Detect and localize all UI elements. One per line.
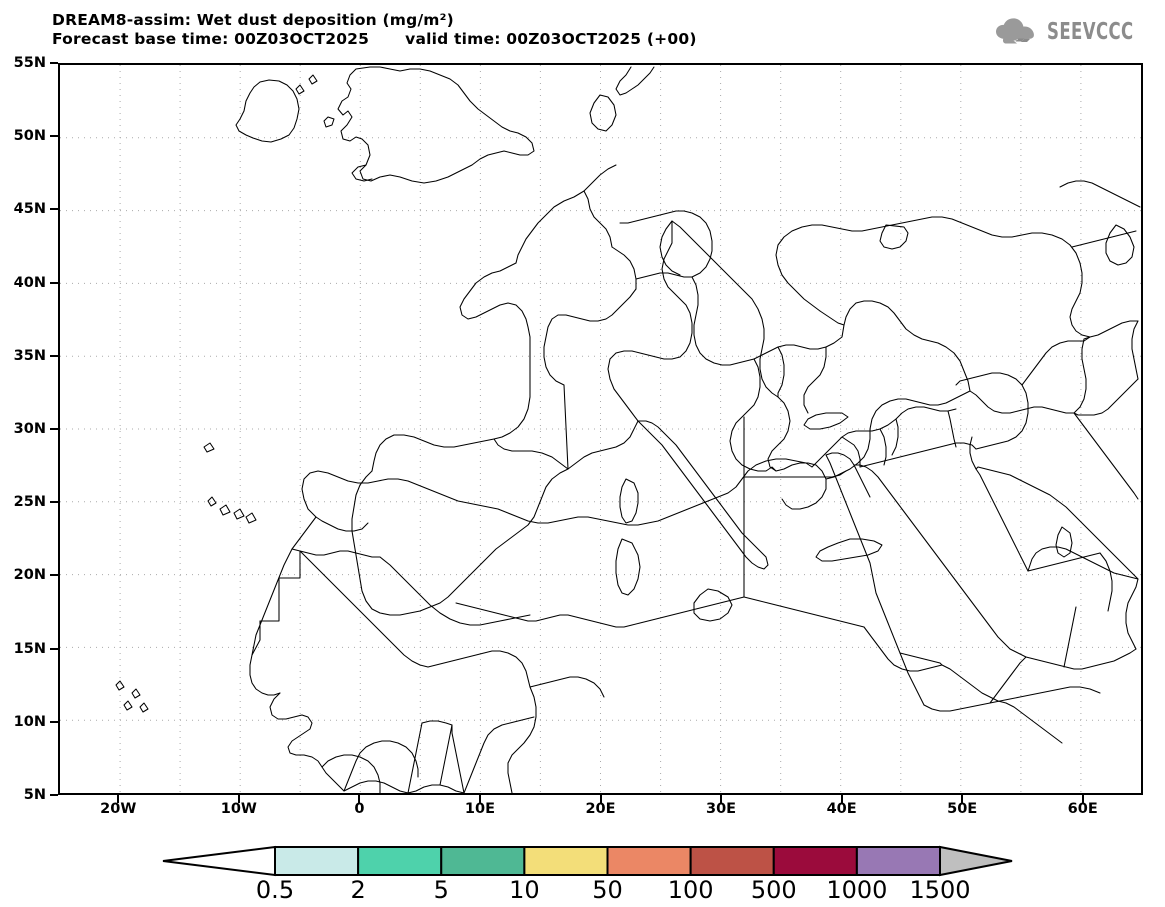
latitude-tick-mark bbox=[50, 647, 58, 650]
latitude-tick-label: 10N bbox=[13, 713, 46, 730]
longitude-tick-mark bbox=[961, 795, 964, 803]
longitude-tick-mark bbox=[237, 795, 240, 803]
latitude-tick-label: 30N bbox=[13, 421, 46, 437]
colorbar-tick-label: 0.5 bbox=[255, 876, 295, 904]
longitude-tick-label: 20E bbox=[585, 801, 616, 817]
colorbar-tick-label: 2 bbox=[350, 876, 366, 904]
colorbar-swatch bbox=[689, 846, 775, 876]
longitude-tick-label: 50E bbox=[947, 801, 978, 817]
latitude-tick-label: 40N bbox=[13, 274, 46, 291]
longitude-tick-mark bbox=[358, 795, 361, 803]
colorbar-swatch bbox=[440, 846, 526, 876]
logo-text: SEEVCCC bbox=[1046, 19, 1134, 45]
chart-header: DREAM8-assim: Wet dust deposition (mg/m²… bbox=[52, 11, 872, 49]
colorbar-over-arrow bbox=[939, 845, 1013, 877]
colorbar-tick-label: 500 bbox=[750, 876, 797, 904]
colorbar-tick-label: 1500 bbox=[909, 876, 971, 904]
latitude-tick-mark bbox=[50, 574, 58, 577]
longitude-tick-mark bbox=[1081, 795, 1084, 803]
longitude-tick-mark bbox=[720, 795, 723, 803]
latitude-tick-mark bbox=[50, 281, 58, 284]
longitude-tick-label: 30E bbox=[706, 801, 737, 817]
longitude-tick-mark bbox=[117, 795, 120, 803]
latitude-tick-label: 50N bbox=[13, 128, 46, 145]
longitude-tick-mark bbox=[599, 795, 602, 803]
forecast-base-time: Forecast base time: 00Z03OCT2025 bbox=[52, 30, 370, 48]
latitude-tick-mark bbox=[50, 62, 58, 64]
colorbar-tick-label: 1000 bbox=[826, 876, 888, 904]
latitude-tick-label: 35N bbox=[13, 347, 46, 364]
map-coastlines-borders bbox=[115, 66, 1141, 793]
longitude-tick-mark bbox=[840, 795, 843, 803]
map-gridlines bbox=[60, 65, 1141, 793]
latitude-tick-label: 25N bbox=[13, 494, 46, 511]
colorbar-swatches bbox=[162, 845, 1013, 877]
colorbar-under-arrow bbox=[162, 845, 276, 877]
latitude-tick-label: 45N bbox=[13, 201, 46, 218]
colorbar[interactable]: 0.5 2 5 10 50 100 500 1000 1500 bbox=[0, 843, 1165, 905]
latitude-tick-label: 55N bbox=[13, 55, 46, 71]
colorbar-tick-label: 100 bbox=[667, 876, 714, 904]
longitude-tick-label: 60E bbox=[1067, 801, 1098, 817]
longitude-tick-label: 20W bbox=[100, 801, 137, 817]
latitude-tick-mark bbox=[50, 720, 58, 723]
colorbar-tick-label: 10 bbox=[509, 876, 540, 904]
map-canvas bbox=[60, 65, 1141, 793]
latitude-tick-mark bbox=[50, 794, 58, 796]
longitude-tick-label: 10W bbox=[220, 801, 257, 817]
colorbar-swatch bbox=[274, 846, 360, 876]
chart-subtitle: Forecast base time: 00Z03OCT2025 valid t… bbox=[52, 30, 872, 49]
colorbar-swatch bbox=[606, 846, 692, 876]
longitude-tick-label: 40E bbox=[826, 801, 857, 817]
seevccc-logo: SEEVCCC bbox=[994, 17, 1155, 47]
latitude-tick-label: 20N bbox=[13, 567, 46, 584]
latitude-tick-label: 15N bbox=[13, 640, 46, 657]
colorbar-tick-label: 5 bbox=[433, 876, 449, 904]
latitude-tick-mark bbox=[50, 135, 58, 138]
latitude-tick-mark bbox=[50, 208, 58, 211]
latitude-tick-mark bbox=[50, 354, 58, 357]
chart-title: DREAM8-assim: Wet dust deposition (mg/m²… bbox=[52, 11, 454, 29]
longitude-tick-label: 0 bbox=[354, 801, 365, 817]
colorbar-swatch bbox=[855, 846, 941, 876]
latitude-tick-mark bbox=[50, 501, 58, 504]
longitude-tick-mark bbox=[478, 795, 481, 803]
valid-time: valid time: 00Z03OCT2025 (+00) bbox=[405, 30, 697, 48]
colorbar-swatch bbox=[772, 846, 858, 876]
latitude-tick-label: 5N bbox=[23, 787, 46, 803]
colorbar-tick-label: 50 bbox=[592, 876, 623, 904]
longitude-tick-label: 10E bbox=[464, 801, 495, 817]
colorbar-swatch bbox=[357, 846, 443, 876]
latitude-tick-mark bbox=[50, 428, 58, 430]
map-plot-area[interactable] bbox=[58, 63, 1143, 795]
colorbar-swatch bbox=[523, 846, 609, 876]
cloud-wind-icon bbox=[995, 18, 1034, 44]
